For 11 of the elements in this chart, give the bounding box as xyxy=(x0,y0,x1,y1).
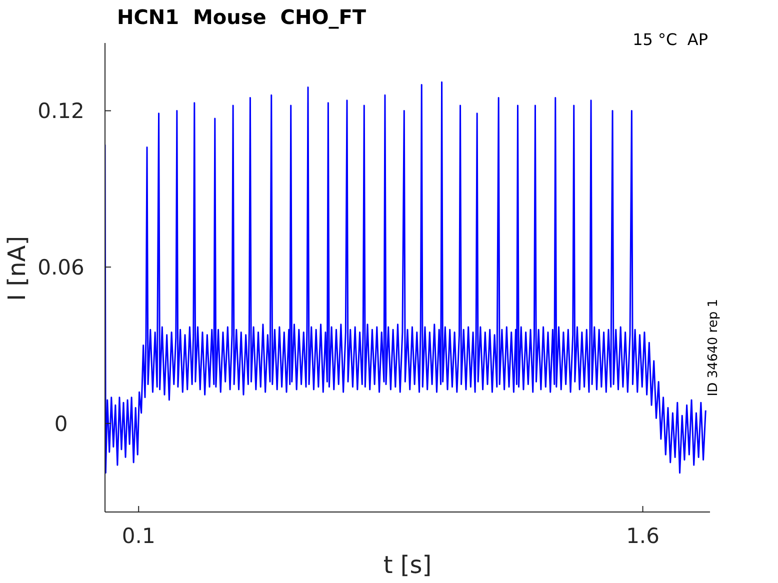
line-series xyxy=(105,81,706,474)
y-tick-label: 0.12 xyxy=(38,99,84,124)
annotation: ID 34640 rep 1 xyxy=(706,298,721,396)
x-axis-title: t [s] xyxy=(382,551,433,579)
annotation: 15 °C AP xyxy=(632,30,708,49)
y-tick-label: 0.06 xyxy=(38,256,84,280)
y-tick-label: 0 xyxy=(54,412,68,436)
y-axis-title: I [nA] xyxy=(3,234,31,303)
chart-title: HCN1 Mouse CHO_FT xyxy=(117,5,366,29)
x-tick-label: 0.1 xyxy=(122,524,156,548)
x-tick-label: 1.6 xyxy=(626,524,660,548)
